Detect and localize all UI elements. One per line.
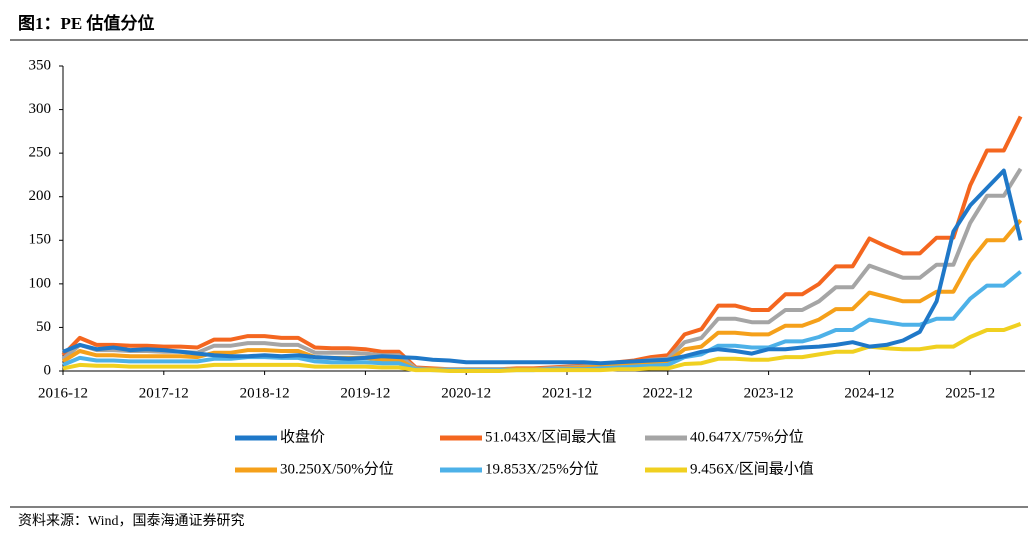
legend-label: 40.647X/75%分位 [690, 428, 804, 445]
series-line [61, 115, 1023, 372]
source-note: 资料来源：Wind，国泰海通证券研究 [18, 513, 245, 529]
x-tick-label: 2024-12 [844, 385, 894, 401]
x-tick-label: 2023-12 [744, 385, 794, 401]
chart-title: 图1：PE 估值分位 [18, 13, 154, 33]
x-tick-label: 2025-12 [945, 385, 995, 401]
series-line [62, 322, 1022, 373]
x-tick-label: 2018-12 [240, 385, 290, 401]
y-tick-label: 150 [29, 232, 52, 248]
legend-label: 19.853X/25%分位 [485, 460, 599, 477]
x-tick-label: 2017-12 [139, 385, 189, 401]
y-tick-label: 200 [29, 188, 52, 204]
legend-label: 收盘价 [280, 427, 325, 445]
x-tick-label: 2021-12 [542, 385, 592, 401]
x-tick-label: 2022-12 [643, 385, 693, 401]
y-tick-label: 250 [29, 145, 52, 161]
x-tick-label: 2020-12 [441, 385, 491, 401]
x-tick-label: 2019-12 [340, 385, 390, 401]
y-tick-label: 0 [44, 362, 52, 378]
y-tick-label: 100 [29, 275, 52, 291]
y-tick-label: 50 [36, 319, 51, 335]
y-tick-label: 350 [29, 57, 52, 73]
series-line [62, 168, 1023, 366]
legend-label: 9.456X/区间最小值 [690, 460, 814, 477]
y-tick-label: 300 [29, 101, 52, 117]
legend-label: 51.043X/区间最大值 [485, 428, 616, 445]
series-line [61, 167, 1023, 372]
x-tick-label: 2016-12 [38, 385, 88, 401]
legend-label: 30.250X/50%分位 [280, 460, 394, 477]
